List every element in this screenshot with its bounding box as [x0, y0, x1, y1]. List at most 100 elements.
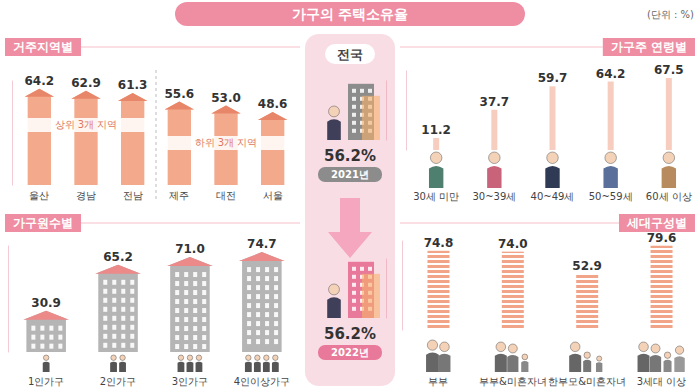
- data-label: 37.7: [480, 95, 510, 109]
- panel-title: 가구주 연령별: [611, 40, 687, 54]
- building-window: [352, 267, 356, 271]
- building-window: [193, 281, 197, 286]
- person-body: [583, 360, 591, 372]
- building-window: [58, 326, 62, 331]
- year-pill: [318, 167, 382, 182]
- building-window: [352, 129, 356, 133]
- marks: [348, 262, 380, 318]
- person-head: [597, 356, 602, 361]
- building: [23, 311, 69, 352]
- building-window: [175, 272, 179, 277]
- building-window: [112, 280, 116, 285]
- axis-line: [12, 81, 13, 186]
- building-window: [112, 343, 116, 348]
- building-roof: [95, 265, 141, 274]
- building-window: [175, 308, 179, 313]
- building-window: [184, 308, 188, 313]
- building-window: [202, 299, 206, 304]
- national-background: [305, 34, 395, 386]
- building-window: [265, 294, 269, 299]
- building-side: [362, 274, 380, 318]
- building-window: [103, 298, 107, 303]
- data-label: 64.2: [596, 67, 626, 81]
- person-body: [674, 356, 684, 372]
- category-label: 30세 미만: [413, 191, 459, 202]
- year-pill: [318, 345, 382, 360]
- panel-tag: [603, 38, 695, 56]
- category-label: 3세대 이상: [637, 376, 687, 387]
- building-window: [58, 344, 62, 349]
- building-window: [175, 326, 179, 331]
- category-label: 40~49세: [531, 191, 575, 202]
- building-window: [121, 343, 125, 348]
- marks: [427, 246, 672, 330]
- building-window: [193, 344, 197, 349]
- data-label: 11.2: [421, 123, 451, 137]
- marks: [23, 252, 284, 352]
- person-body: [110, 362, 117, 372]
- building-window: [112, 289, 116, 294]
- building-window: [49, 326, 53, 331]
- person-body: [187, 362, 194, 372]
- building-window: [103, 289, 107, 294]
- building-window: [274, 294, 278, 299]
- annotation-band: [162, 136, 291, 150]
- person-body: [327, 119, 341, 140]
- header: 가구의 주택소유율(단위 : %): [175, 2, 694, 26]
- value-axis: [386, 81, 387, 141]
- person-body: [650, 355, 661, 372]
- panel-header: 거주지역별: [5, 38, 300, 56]
- person-head: [246, 355, 251, 360]
- building-window: [121, 289, 125, 294]
- bar: [71, 91, 100, 185]
- person-head: [264, 355, 269, 360]
- building-window: [130, 334, 134, 339]
- bar-roof: [25, 89, 54, 97]
- person-head: [675, 346, 683, 354]
- building-window: [112, 325, 116, 330]
- data-label: 56.2%: [324, 147, 376, 165]
- category-label: 부부&미혼자녀: [479, 376, 547, 387]
- building-window: [202, 308, 206, 313]
- panel-tag: [5, 214, 81, 232]
- person-head: [664, 352, 670, 358]
- bar: [118, 93, 147, 185]
- data-label: 74.8: [424, 236, 454, 250]
- building-window: [121, 334, 125, 339]
- building-window: [256, 339, 260, 344]
- building: [167, 257, 213, 352]
- axis-line: [386, 81, 387, 141]
- person-body: [603, 166, 617, 188]
- building-window: [274, 312, 278, 317]
- building-window: [130, 289, 134, 294]
- value-axis: [406, 71, 407, 151]
- bar: [25, 89, 54, 185]
- building-window: [121, 280, 125, 285]
- building-roof: [239, 252, 285, 261]
- building-window: [130, 280, 134, 285]
- building-window: [130, 316, 134, 321]
- data-label: 74.7: [247, 237, 277, 251]
- annotation: 하위 3개 지역: [195, 137, 258, 148]
- panel-rule: [81, 47, 300, 48]
- panel-header: 가구주 연령별: [400, 38, 695, 56]
- building-window: [193, 299, 197, 304]
- person-body: [507, 355, 518, 372]
- bar: [608, 82, 614, 150]
- building-window: [103, 280, 107, 285]
- building-window: [265, 339, 269, 344]
- building-window: [247, 276, 251, 281]
- person-head: [496, 342, 506, 352]
- building-window: [368, 267, 372, 271]
- value-axis: [386, 259, 387, 319]
- panel-header: 가구원수별: [5, 214, 300, 232]
- value-axis: [402, 241, 403, 331]
- data-label: 71.0: [175, 242, 205, 256]
- value-axis: [12, 81, 13, 186]
- building-window: [130, 325, 134, 330]
- bar-roof: [71, 91, 100, 99]
- building-window: [352, 275, 356, 279]
- data-label: 55.6: [165, 87, 195, 101]
- person-body: [119, 362, 126, 372]
- person-head: [440, 342, 450, 352]
